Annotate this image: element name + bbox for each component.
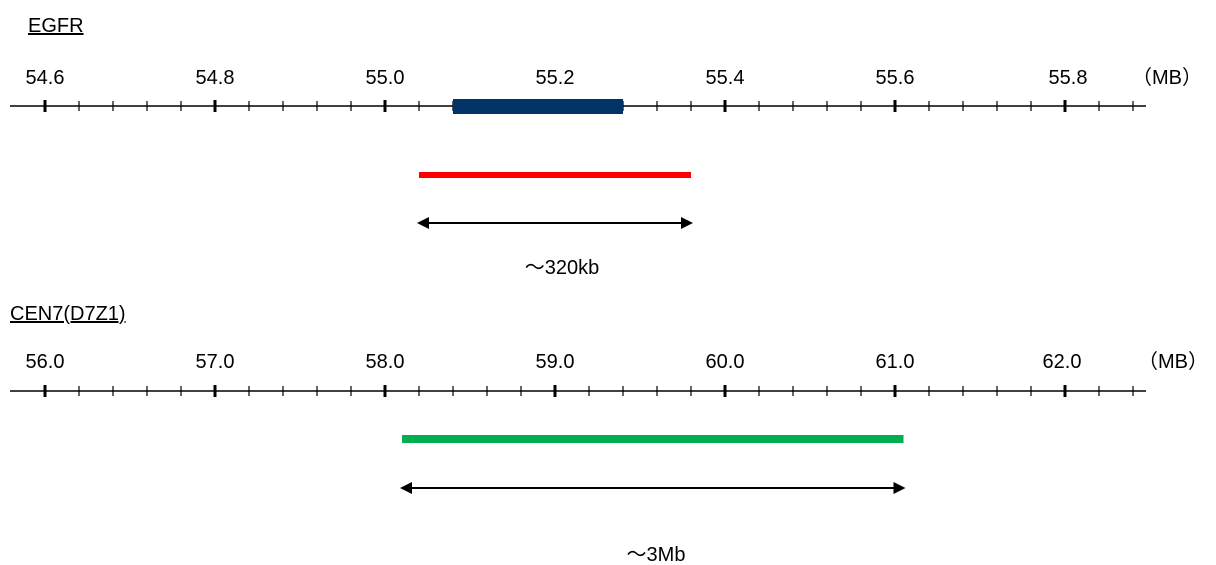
- cen7-size-label: ～3Mb: [627, 544, 686, 565]
- cen7-unit-label: （MB）: [1138, 350, 1208, 373]
- cen7-tick-label: 61.0: [876, 351, 915, 373]
- egfr-tick-label: 54.8: [196, 67, 235, 89]
- egfr-tick-label: 55.0: [366, 67, 405, 89]
- egfr-tick-label: 55.6: [876, 67, 915, 89]
- egfr-section: EGFR 54.6 54.8 55.0 55.2 55.4 55.6 55.8 …: [10, 15, 1202, 279]
- egfr-tick-label: 55.8: [1049, 67, 1088, 89]
- egfr-tick-labels: 54.6 54.8 55.0 55.2 55.4 55.6 55.8: [26, 67, 1088, 89]
- cen7-tick-label: 62.0: [1043, 351, 1082, 373]
- cen7-tick-label: 57.0: [196, 351, 235, 373]
- cen7-tick-label: 56.0: [26, 351, 65, 373]
- egfr-tick-label: 55.2: [536, 67, 575, 89]
- egfr-tick-label: 54.6: [26, 67, 65, 89]
- cen7-section: CEN7(D7Z1) 56.0 57.0 58.0 59.0 60.0 61.0…: [10, 303, 1208, 565]
- cen7-tick-label: 58.0: [366, 351, 405, 373]
- egfr-title: EGFR: [28, 15, 84, 37]
- cen7-title: CEN7(D7Z1): [10, 303, 126, 325]
- cen7-axis-ticks: [43, 385, 1134, 397]
- egfr-unit-label: （MB）: [1132, 66, 1202, 89]
- cen7-tick-labels: 56.0 57.0 58.0 59.0 60.0 61.0 62.0: [26, 351, 1082, 373]
- egfr-tick-label: 55.4: [706, 67, 745, 89]
- egfr-size-label: ～320kb: [525, 257, 600, 279]
- cen7-tick-label: 60.0: [706, 351, 745, 373]
- cen7-tick-label: 59.0: [536, 351, 575, 373]
- egfr-gene-region-bar: [453, 99, 623, 114]
